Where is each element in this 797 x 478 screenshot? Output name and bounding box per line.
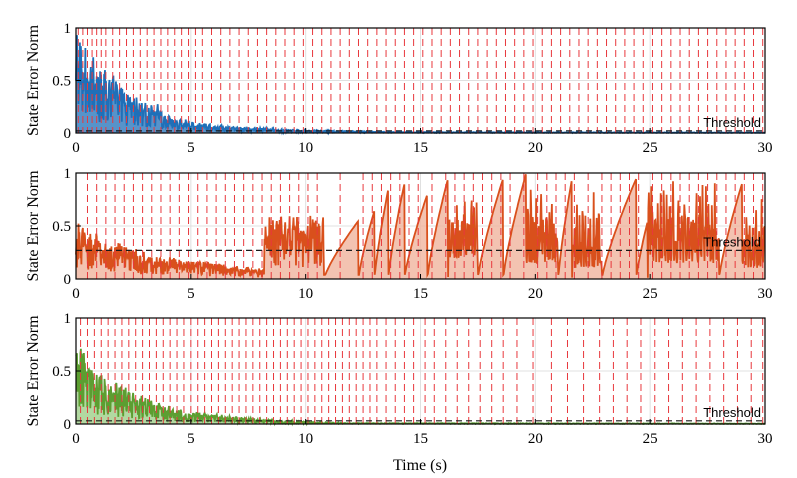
x-tick-label: 20: [528, 431, 543, 447]
x-tick-label: 30: [758, 431, 773, 447]
error-area: [76, 348, 765, 424]
y-tick-label: 0: [64, 417, 72, 433]
error-area: [76, 174, 765, 279]
y-tick-label: 1: [64, 21, 72, 37]
x-tick-label: 25: [643, 431, 658, 447]
x-tick-label: 20: [528, 286, 543, 302]
y-tick-label: 0.5: [52, 364, 71, 380]
x-tick-label: 30: [758, 140, 773, 156]
threshold-label: Threshold: [703, 234, 761, 249]
y-tick-label: 0.5: [52, 219, 71, 235]
y-axis-label: State Error Norm: [25, 170, 42, 282]
x-tick-label: 0: [72, 286, 80, 302]
x-tick-label: 25: [643, 140, 658, 156]
y-axis-label: State Error Norm: [25, 315, 42, 427]
x-tick-label: 15: [413, 286, 428, 302]
x-tick-label: 10: [298, 140, 313, 156]
panel-2: Threshold 0 5 10 15 20 25 30 0 0.5 1 State Error No…: [25, 166, 773, 302]
y-tick-label: 0: [64, 126, 72, 142]
y-axis-label: State Error Norm: [25, 24, 42, 136]
error-line: [75, 173, 766, 279]
y-tick-label: 0: [64, 272, 72, 288]
x-tick-label: 5: [187, 286, 195, 302]
y-tick-label: 1: [64, 166, 72, 182]
y-tick-label: 0.5: [52, 74, 71, 90]
x-tick-label: 5: [187, 140, 195, 156]
x-tick-label: 30: [758, 286, 773, 302]
y-tick-label: 1: [64, 311, 72, 327]
x-tick-label: 10: [298, 431, 313, 447]
x-tick-label: 0: [72, 140, 80, 156]
threshold-label: Threshold: [703, 405, 761, 420]
x-axis-label: Time (s): [393, 457, 447, 474]
x-tick-label: 10: [298, 286, 313, 302]
x-tick-label: 15: [413, 431, 428, 447]
panel-1: Threshold 0 5 10 15 20 25 30 0 0.5 1 State Error No…: [25, 21, 773, 156]
x-tick-label: 0: [72, 431, 80, 447]
threshold-label: Threshold: [703, 115, 761, 130]
x-tick-label: 20: [528, 140, 543, 156]
x-tick-label: 25: [643, 286, 658, 302]
x-tick-label: 5: [187, 431, 195, 447]
panel-3: Threshold 0 5 10 15 20 25 30 0 0.5 1 State Error No…: [25, 311, 773, 447]
x-tick-label: 15: [413, 140, 428, 156]
error-area: [76, 35, 765, 134]
